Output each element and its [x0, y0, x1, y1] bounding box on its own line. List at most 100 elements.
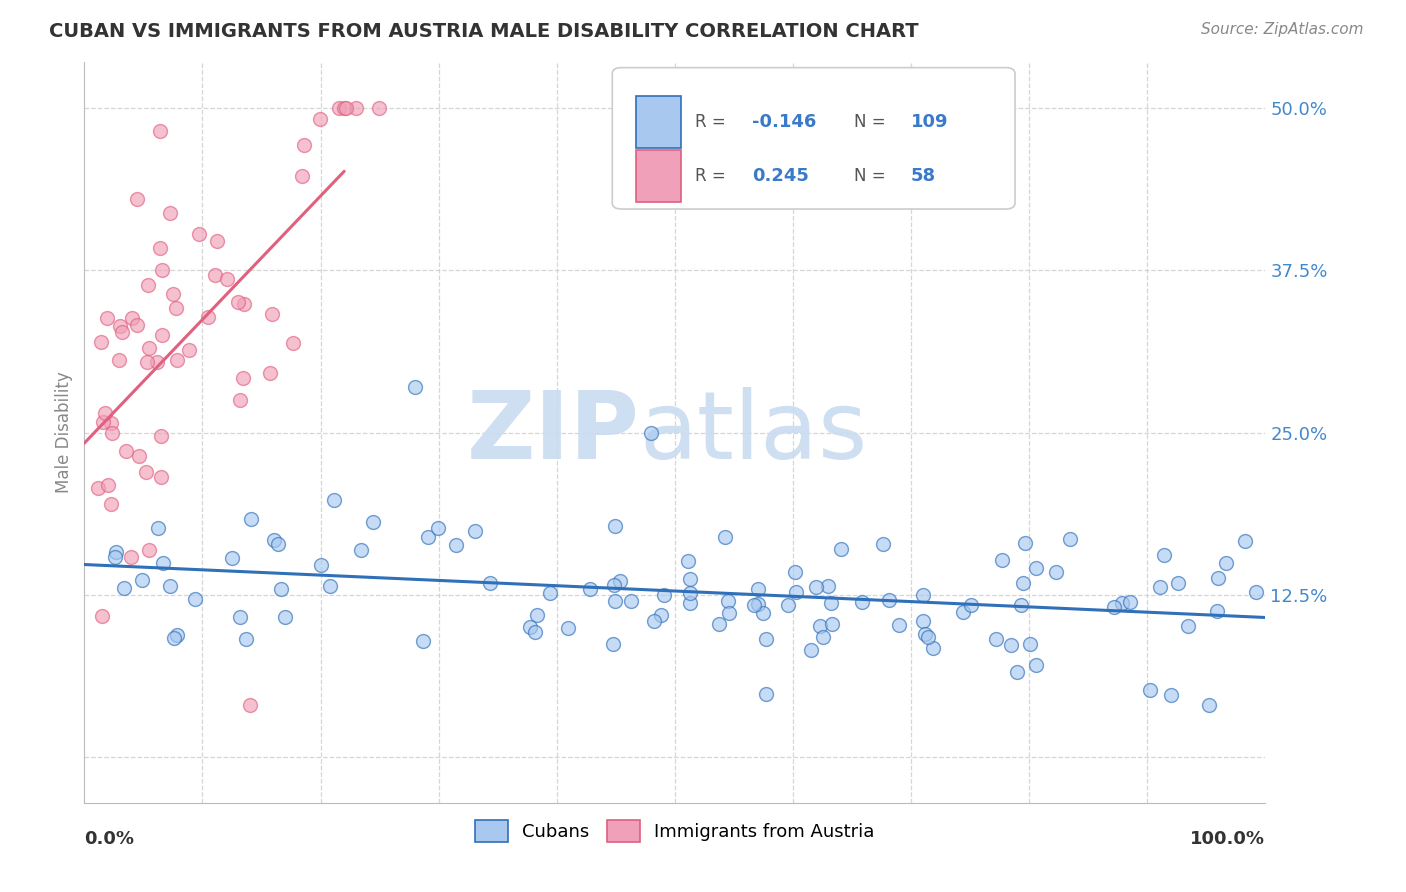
Point [1005, 665, 1028, 680]
Point [519, 619, 541, 633]
Point [526, 608, 548, 623]
Point [1025, 561, 1047, 575]
Point [1233, 533, 1256, 548]
Point [86, 482, 108, 496]
Point [912, 588, 935, 602]
Point [93, 415, 115, 429]
Text: -0.146: -0.146 [752, 112, 815, 130]
Point [742, 598, 765, 612]
Point [188, 227, 211, 241]
Point [620, 594, 643, 608]
Point [162, 286, 184, 301]
Point [912, 614, 935, 628]
Point [100, 417, 122, 431]
Text: Source: ZipAtlas.com: Source: ZipAtlas.com [1201, 22, 1364, 37]
Point [93, 406, 115, 420]
Point [350, 542, 373, 557]
Point [605, 519, 627, 533]
Point [138, 542, 160, 557]
Text: N =: N = [855, 112, 886, 130]
Point [166, 352, 188, 367]
Point [991, 553, 1014, 567]
Point [150, 328, 173, 343]
Point [1118, 595, 1140, 609]
Point [148, 123, 170, 137]
Point [226, 294, 249, 309]
Point [984, 632, 1007, 646]
FancyBboxPatch shape [636, 95, 681, 147]
Point [444, 538, 467, 552]
Point [747, 582, 769, 596]
Point [1149, 580, 1171, 594]
Point [1206, 571, 1229, 585]
Point [1059, 532, 1081, 546]
Text: 0.245: 0.245 [752, 167, 808, 185]
Point [752, 606, 775, 620]
Point [179, 343, 201, 357]
Point [159, 579, 181, 593]
Text: N =: N = [855, 167, 886, 185]
Point [540, 586, 562, 600]
Point [960, 599, 983, 613]
Point [115, 444, 138, 458]
Point [851, 595, 873, 609]
Point [557, 621, 579, 635]
Point [270, 582, 292, 596]
Point [820, 596, 842, 610]
Point [1014, 536, 1036, 550]
Point [281, 335, 304, 350]
Point [952, 605, 974, 619]
Point [311, 558, 333, 573]
Point [101, 426, 124, 441]
Point [747, 597, 769, 611]
Point [1010, 598, 1032, 612]
Point [232, 371, 254, 385]
Point [104, 545, 127, 559]
Point [184, 591, 207, 606]
Text: ZIP: ZIP [467, 386, 640, 479]
Point [135, 465, 157, 479]
Point [717, 593, 740, 607]
Point [1139, 683, 1161, 698]
Point [197, 310, 219, 325]
Point [821, 616, 844, 631]
Point [877, 593, 900, 607]
Point [603, 594, 626, 608]
Y-axis label: Male Disability: Male Disability [55, 372, 73, 493]
Point [523, 625, 546, 640]
Point [166, 628, 188, 642]
Point [1111, 596, 1133, 610]
Point [830, 541, 852, 556]
Point [335, 101, 357, 115]
Point [344, 101, 367, 115]
Point [100, 497, 122, 511]
Point [125, 192, 148, 206]
Point [1160, 688, 1182, 702]
Text: 0.0%: 0.0% [84, 830, 135, 847]
Point [146, 354, 169, 368]
Point [640, 425, 662, 440]
Point [817, 579, 839, 593]
Point [1025, 658, 1047, 673]
Point [233, 297, 256, 311]
Point [111, 326, 134, 340]
Point [602, 636, 624, 650]
Point [412, 634, 434, 648]
Point [652, 588, 675, 602]
Point [128, 450, 150, 464]
Point [1012, 576, 1035, 591]
Point [120, 550, 142, 565]
Point [887, 617, 910, 632]
Point [318, 579, 340, 593]
Point [263, 533, 285, 548]
Text: 58: 58 [911, 167, 936, 185]
Point [361, 515, 384, 529]
Point [239, 698, 262, 713]
Legend: Cubans, Immigrants from Austria: Cubans, Immigrants from Austria [468, 813, 882, 849]
Point [328, 101, 350, 115]
Point [464, 524, 486, 538]
Text: atlas: atlas [640, 386, 868, 479]
Point [104, 549, 127, 564]
Point [292, 137, 315, 152]
Text: R =: R = [695, 112, 725, 130]
